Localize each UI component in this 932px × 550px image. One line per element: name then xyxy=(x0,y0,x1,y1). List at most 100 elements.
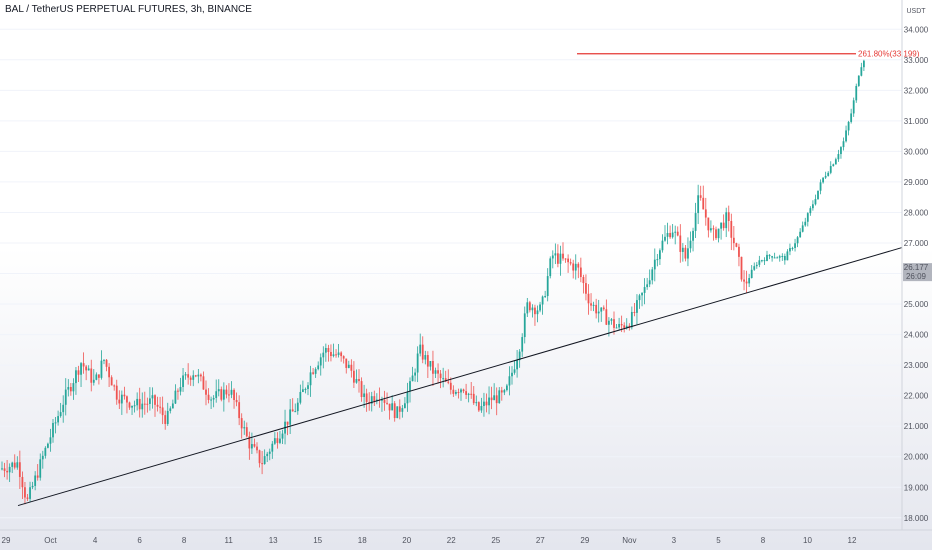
candle xyxy=(799,228,802,238)
candle xyxy=(661,234,664,253)
candle xyxy=(630,306,633,330)
candle xyxy=(294,403,297,413)
candle xyxy=(57,410,59,426)
candle xyxy=(773,252,776,259)
candle xyxy=(154,394,156,417)
candle xyxy=(115,379,118,405)
candle xyxy=(409,377,411,403)
candle xyxy=(755,261,758,269)
candle xyxy=(557,244,559,268)
candle xyxy=(730,213,733,251)
candle xyxy=(615,324,618,329)
candle xyxy=(197,369,200,384)
candle xyxy=(437,363,439,384)
x-tick-label: 20 xyxy=(402,536,411,545)
candle xyxy=(248,431,251,460)
candle xyxy=(174,384,177,404)
candle xyxy=(103,359,105,365)
candle xyxy=(812,200,814,211)
candle xyxy=(411,366,414,382)
x-tick-label: 3 xyxy=(672,536,677,545)
candle xyxy=(205,380,207,406)
candle xyxy=(41,450,44,469)
candle xyxy=(161,396,164,425)
candle xyxy=(834,157,837,165)
candle xyxy=(225,385,228,399)
candle xyxy=(75,367,77,395)
candle xyxy=(531,304,534,318)
y-tick-label: 21.000 xyxy=(904,422,929,431)
candle xyxy=(559,245,562,276)
candle xyxy=(592,301,595,312)
candle xyxy=(842,137,845,151)
candle xyxy=(585,274,587,301)
candle xyxy=(455,389,457,396)
candle xyxy=(572,259,575,279)
candle xyxy=(421,336,424,364)
candle xyxy=(8,463,11,482)
candle xyxy=(579,257,582,283)
candle xyxy=(324,343,327,362)
candle xyxy=(694,202,697,238)
candle xyxy=(87,365,90,371)
candle xyxy=(623,322,626,333)
candle xyxy=(477,401,480,412)
candle xyxy=(738,243,740,267)
candle xyxy=(110,375,113,386)
candle xyxy=(567,254,569,273)
candle xyxy=(256,442,258,454)
candle xyxy=(406,382,409,412)
candle xyxy=(184,372,187,380)
candle xyxy=(202,371,205,390)
candle xyxy=(95,372,98,381)
candle xyxy=(212,395,215,408)
candle xyxy=(187,363,190,385)
candle xyxy=(268,448,271,461)
x-tick-label: 12 xyxy=(848,536,857,545)
x-tick-label: 8 xyxy=(182,536,187,545)
candle xyxy=(194,374,197,378)
candle xyxy=(850,108,853,124)
candle xyxy=(605,299,608,326)
candle xyxy=(332,343,335,358)
candle xyxy=(732,226,735,251)
candle xyxy=(164,410,167,430)
candle xyxy=(210,396,212,410)
candle xyxy=(398,399,401,420)
candle xyxy=(761,259,763,263)
candle xyxy=(633,303,636,317)
candle xyxy=(768,254,771,260)
candle xyxy=(54,416,57,434)
candle xyxy=(169,406,172,414)
x-tick-label: 11 xyxy=(224,536,233,545)
candle xyxy=(281,429,284,444)
y-tick-label: 34.000 xyxy=(904,25,929,34)
candle xyxy=(279,430,281,445)
candle xyxy=(801,221,804,233)
candle xyxy=(822,177,824,184)
candle xyxy=(261,451,263,475)
candle xyxy=(806,212,809,227)
y-tick-label: 24.000 xyxy=(904,331,929,340)
candle xyxy=(569,258,572,266)
candle xyxy=(641,292,643,307)
candle xyxy=(610,317,613,325)
candle xyxy=(549,256,552,279)
candle xyxy=(613,311,615,335)
candle xyxy=(511,366,513,385)
candle xyxy=(860,62,863,77)
x-tick-label: 29 xyxy=(2,536,11,545)
candle xyxy=(141,392,144,418)
trendline[interactable] xyxy=(17,247,903,507)
candle xyxy=(72,378,75,400)
candle xyxy=(432,350,434,386)
candle xyxy=(829,161,832,175)
candle xyxy=(133,400,136,413)
candle xyxy=(302,380,304,393)
candle xyxy=(840,146,842,159)
candle xyxy=(304,387,307,394)
candle xyxy=(692,227,694,252)
candle xyxy=(36,464,39,481)
candle xyxy=(506,383,508,392)
